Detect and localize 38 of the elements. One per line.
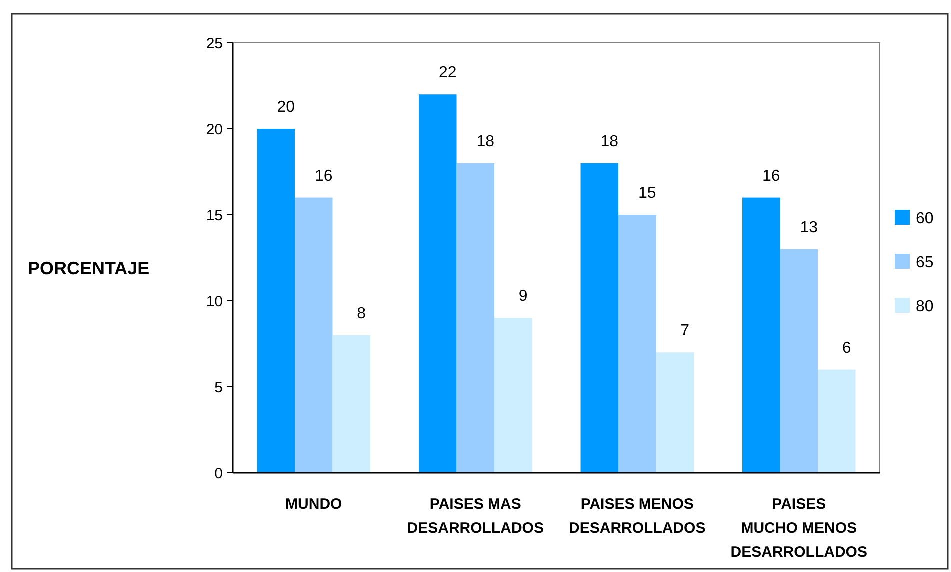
data-label: 16 <box>762 168 780 185</box>
bar <box>456 163 494 473</box>
bar <box>742 198 780 473</box>
data-label: 13 <box>800 219 818 236</box>
legend-label: 60 <box>916 210 934 228</box>
bar <box>494 318 532 473</box>
data-label: 6 <box>842 340 852 357</box>
bar <box>257 129 296 473</box>
data-label: 9 <box>518 288 528 306</box>
legend-label: 80 <box>916 298 934 316</box>
data-label: 8 <box>357 305 366 322</box>
y-axis-title: PORCENTAJE <box>28 258 150 278</box>
data-label: 18 <box>476 133 495 150</box>
data-label: 15 <box>638 185 656 202</box>
bar <box>818 370 856 473</box>
x-tick-label: MUNDO <box>286 496 343 513</box>
bar <box>780 249 818 473</box>
data-label: 7 <box>680 322 690 340</box>
y-tick-label: 15 <box>206 207 223 224</box>
data-label: 22 <box>438 64 457 82</box>
data-label: 16 <box>314 168 333 185</box>
y-tick-label: 25 <box>206 35 223 52</box>
bar <box>332 335 370 473</box>
bar <box>656 352 694 473</box>
x-tick-label: PAISES MAS DESARROLLADOS <box>407 496 544 537</box>
bar <box>580 163 619 473</box>
y-tick-label: 5 <box>214 379 223 396</box>
x-tick-label: PAISES MUCHO MENOS DESARROLLADOS <box>730 496 868 561</box>
bar <box>419 94 457 473</box>
data-label: 20 <box>277 99 296 116</box>
bar <box>618 215 656 473</box>
y-tick-label: 0 <box>214 465 223 482</box>
data-label: 18 <box>600 133 619 150</box>
bar <box>295 198 333 473</box>
y-tick-label: 10 <box>206 293 223 310</box>
y-tick-label: 20 <box>206 121 223 138</box>
x-tick-label: PAISES MENOS DESARROLLADOS <box>569 496 706 537</box>
legend-label: 65 <box>916 254 934 272</box>
